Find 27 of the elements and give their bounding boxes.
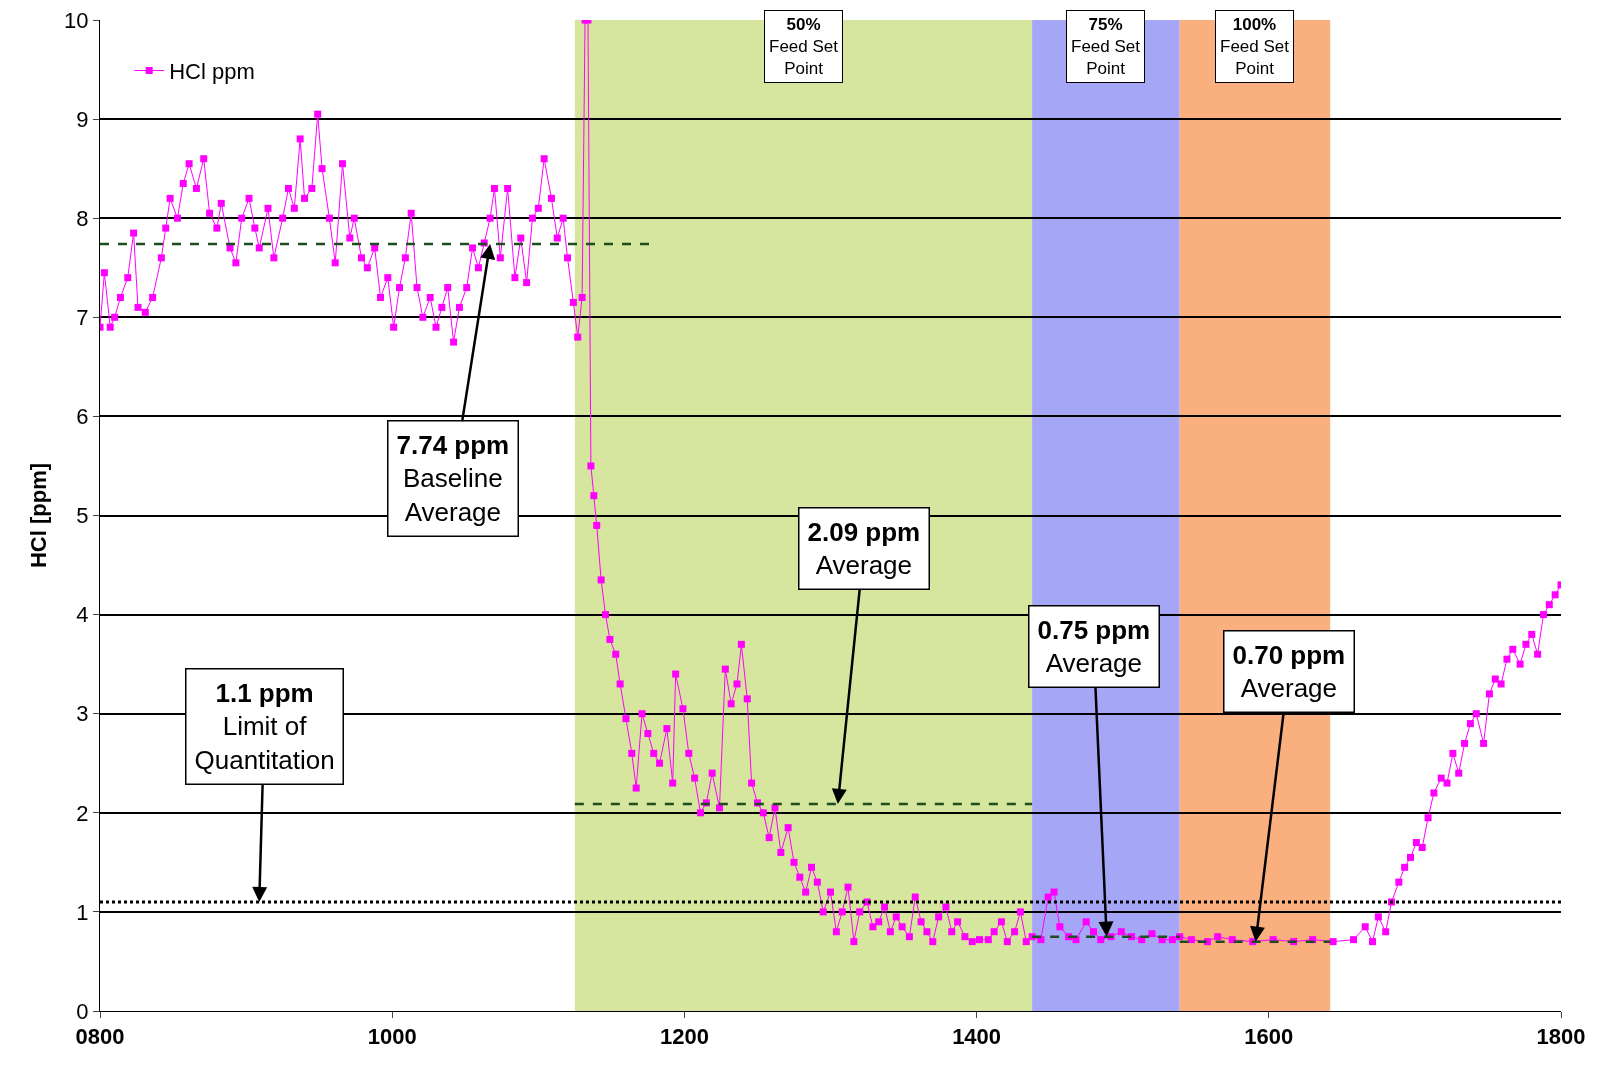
band-label: 100% Feed Set Point [1220,15,1290,79]
y-tick-label: 6 [76,404,89,430]
x-tick-label: 1200 [659,1024,709,1050]
y-tick-label: 7 [76,305,89,330]
y-tick-label: 0 [76,998,89,1024]
x-tick-label: 1800 [1536,1024,1586,1050]
y-tick-label: 1 [76,899,89,925]
band-label: 75% Feed Set Point [1071,15,1141,79]
band-label: 50% Feed Set Point [769,15,839,79]
y-tick-label: 3 [76,701,89,727]
legend-label: HCl ppm [169,59,255,85]
y-tick-label: 2 [76,800,89,826]
annotation: 0.75 ppm Average [1037,614,1151,679]
y-tick-label: 9 [76,106,89,132]
x-tick-label: 1600 [1244,1024,1294,1050]
y-tick-label: 4 [76,602,89,628]
y-tick-label: 5 [76,503,89,529]
y-tick-label: 8 [76,205,89,231]
annotation: 7.74 ppm Baseline Average [396,429,510,528]
x-tick-label: 1000 [367,1024,417,1050]
annotation: 1.1 ppm Limit of Quantitation [194,677,335,776]
x-tick-label: 0800 [75,1024,125,1050]
annotation: 0.70 ppm Average [1232,639,1346,704]
x-tick-label: 1400 [952,1024,1002,1050]
y-axis-title: HCl [ppm] [26,462,51,569]
annotation: 2.09 ppm Average [807,516,921,581]
y-tick-label: 10 [64,7,89,33]
